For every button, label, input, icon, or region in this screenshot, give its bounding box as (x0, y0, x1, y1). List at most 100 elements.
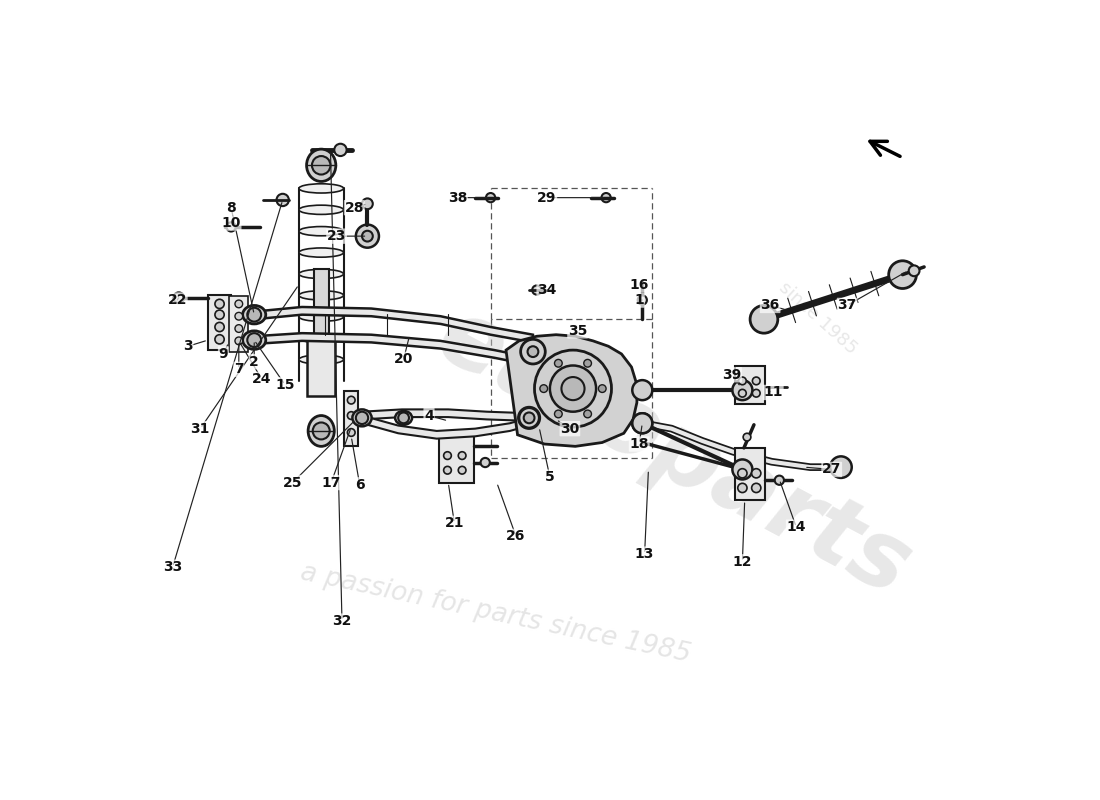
Ellipse shape (243, 306, 266, 324)
Bar (439, 433, 474, 482)
Text: since 1985: since 1985 (776, 278, 860, 358)
Circle shape (518, 407, 540, 429)
Text: europarts: europarts (421, 290, 926, 617)
Bar (344, 391, 359, 446)
Circle shape (733, 459, 752, 479)
Ellipse shape (299, 226, 343, 236)
Text: 36: 36 (760, 298, 780, 313)
Text: 22: 22 (167, 293, 187, 307)
Circle shape (348, 429, 355, 436)
Text: 30: 30 (560, 422, 580, 436)
Circle shape (486, 193, 495, 202)
Circle shape (535, 350, 612, 427)
Text: 38: 38 (448, 190, 468, 205)
Circle shape (481, 458, 490, 467)
Circle shape (276, 194, 289, 206)
Ellipse shape (308, 415, 334, 446)
Circle shape (632, 414, 652, 434)
Circle shape (738, 483, 747, 493)
Circle shape (752, 390, 760, 397)
Text: 21: 21 (444, 516, 464, 530)
Circle shape (638, 295, 647, 305)
Circle shape (889, 261, 916, 289)
Ellipse shape (299, 290, 343, 300)
Text: 14: 14 (786, 520, 806, 534)
Polygon shape (506, 334, 637, 446)
Bar (735, 366, 766, 404)
Circle shape (738, 390, 746, 397)
Text: 8: 8 (227, 201, 236, 214)
Circle shape (744, 434, 751, 441)
Circle shape (598, 385, 606, 393)
Text: 2: 2 (250, 354, 260, 369)
Text: 4: 4 (425, 409, 433, 422)
Text: 1: 1 (635, 293, 645, 307)
Circle shape (174, 292, 184, 303)
Bar (735, 448, 766, 500)
Text: 34: 34 (537, 283, 557, 297)
Text: 5: 5 (544, 470, 554, 484)
Circle shape (443, 466, 451, 474)
Circle shape (584, 359, 592, 367)
Text: 15: 15 (275, 378, 295, 392)
Circle shape (459, 466, 466, 474)
Circle shape (532, 286, 541, 294)
Text: 13: 13 (635, 547, 654, 561)
Text: 12: 12 (733, 555, 752, 569)
Circle shape (554, 410, 562, 418)
Circle shape (312, 422, 330, 439)
Ellipse shape (299, 270, 343, 278)
Ellipse shape (299, 355, 343, 364)
Ellipse shape (307, 149, 336, 182)
Text: 20: 20 (394, 352, 414, 366)
Circle shape (909, 266, 920, 276)
Ellipse shape (299, 334, 343, 342)
Circle shape (752, 377, 760, 385)
Circle shape (443, 452, 451, 459)
Ellipse shape (352, 410, 372, 426)
Text: 28: 28 (344, 201, 364, 214)
Ellipse shape (299, 312, 343, 322)
Bar (314, 270, 329, 338)
Circle shape (355, 412, 368, 424)
Circle shape (602, 193, 610, 202)
Circle shape (751, 483, 761, 493)
Circle shape (214, 299, 224, 309)
Circle shape (459, 452, 466, 459)
Circle shape (362, 198, 373, 209)
Text: 23: 23 (327, 229, 346, 243)
Circle shape (398, 413, 409, 423)
Bar (307, 334, 336, 396)
Text: 10: 10 (221, 216, 241, 230)
Text: 3: 3 (184, 339, 192, 354)
Circle shape (528, 346, 538, 357)
Polygon shape (362, 410, 529, 421)
Circle shape (235, 312, 243, 320)
Text: 9: 9 (219, 347, 228, 361)
Text: 6: 6 (355, 478, 364, 492)
Circle shape (348, 412, 355, 419)
Circle shape (550, 366, 596, 412)
Text: 37: 37 (837, 298, 857, 313)
Circle shape (235, 300, 243, 308)
Polygon shape (362, 415, 529, 438)
Text: a passion for parts since 1985: a passion for parts since 1985 (298, 559, 693, 667)
Ellipse shape (299, 248, 343, 257)
Circle shape (348, 396, 355, 404)
Text: 31: 31 (190, 422, 210, 436)
Circle shape (632, 380, 652, 400)
Text: 16: 16 (629, 278, 649, 292)
Circle shape (214, 310, 224, 319)
Ellipse shape (395, 411, 412, 425)
Circle shape (561, 377, 584, 400)
Bar (229, 296, 249, 352)
Circle shape (554, 359, 562, 367)
Circle shape (312, 156, 330, 174)
Circle shape (214, 322, 224, 332)
Polygon shape (254, 333, 534, 366)
Circle shape (520, 339, 546, 364)
Circle shape (235, 325, 243, 332)
Ellipse shape (299, 205, 343, 214)
Circle shape (774, 476, 784, 485)
Circle shape (248, 333, 261, 347)
